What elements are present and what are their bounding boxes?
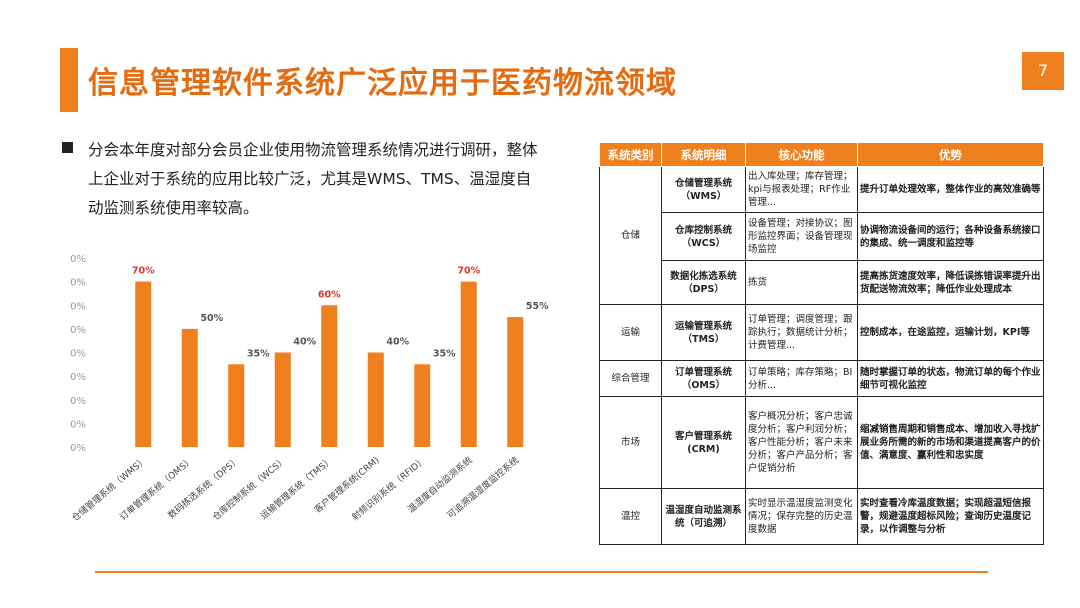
chart-bars (135, 281, 524, 447)
bar (460, 281, 477, 447)
system-cell: 数据化拣选系统（DPS） (661, 260, 746, 305)
x-tick-label: 仓储管理系统（WMS） (70, 454, 149, 524)
page-title: 信息管理软件系统广泛应用于医药物流领域 (88, 66, 677, 101)
y-tick-label: 60% (70, 301, 86, 312)
bar-value-label: 70% (132, 266, 155, 277)
bar-value-label: 35% (433, 348, 456, 359)
advantage-cell: 缩减销售周期和销售成本、增加收入寻找扩展业务所需的新的市场和渠道提高客户的价值、… (857, 396, 1044, 489)
system-cell: 订单管理系统（OMS） (661, 360, 746, 397)
core-cell: 拣货 (745, 260, 858, 305)
table-row: 市场 客户管理系统(CRM) 客户概况分析；客户忠诚度分析；客户利润分析；客户性… (599, 396, 1044, 489)
table-row: 运输 运输管理系统（TMS） 订单管理；调度管理；跟踪执行；数据统计分析；计费管… (599, 304, 1044, 361)
page-number: 7 (1022, 52, 1064, 90)
bar-value-label: 55% (526, 301, 549, 312)
y-tick-label: 0% (70, 443, 86, 454)
table-row: 仓库控制系统（WCS） 设备管理；对接协议；图形监控界面；设备管理现场监控 协调… (600, 212, 1044, 261)
core-cell: 订单策略；库存策略；BI分析... (745, 360, 858, 397)
bar (367, 352, 384, 447)
category-cell: 市场 (599, 396, 662, 489)
core-cell: 客户概况分析；客户忠诚度分析；客户利润分析；客户性能分析；客户未来分析；客户产品… (745, 396, 858, 489)
y-tick-label: 80% (70, 254, 86, 265)
system-cell: 温湿度自动监测系统（可追溯） (661, 488, 746, 545)
category-cell: 运输 (599, 304, 662, 361)
core-cell: 设备管理；对接协议；图形监控界面；设备管理现场监控 (745, 212, 858, 261)
bar-value-label: 70% (457, 266, 480, 277)
bar-value-label: 35% (247, 348, 270, 359)
bar-value-label: 60% (318, 289, 341, 300)
bar (181, 328, 198, 447)
square-bullet-icon (62, 142, 73, 153)
y-axis-ticks: 0% 10% 20% 30% 40% 50% 60% 70% 80% (70, 254, 86, 454)
summary-text: 分会本年度对部分会员企业使用物流管理系统情况进行调研，整体上企业对于系统的应用比… (88, 141, 538, 217)
y-tick-label: 40% (70, 349, 86, 360)
bar-value-label: 40% (386, 337, 409, 348)
bar (321, 305, 338, 447)
header-core: 核心功能 (745, 142, 858, 167)
core-cell: 出入库处理；库存管理；kpi与报表处理；RF作业管理... (745, 166, 858, 213)
table-row: 温控 温湿度自动监测系统（可追溯） 实时显示温湿度监测变化情况；保存完整的历史温… (599, 488, 1044, 545)
bar (414, 364, 431, 447)
bar (274, 352, 291, 447)
table-header-row: 系统类别 系统明细 核心功能 优势 (599, 142, 1044, 167)
x-tick-label: 订单管理系统（OMS） (117, 454, 196, 523)
summary-bullet: 分会本年度对部分会员企业使用物流管理系统情况进行调研，整体上企业对于系统的应用比… (62, 136, 542, 223)
system-cell: 客户管理系统(CRM) (661, 396, 746, 489)
y-tick-label: 10% (70, 419, 86, 430)
x-tick-label: 射频识别系统（RFID） (349, 454, 428, 523)
y-tick-label: 50% (70, 325, 86, 336)
system-table: 系统类别 系统明细 核心功能 优势 仓储 仓储管理系统（WMS） 出入库处理；库… (599, 142, 1044, 545)
bar (228, 364, 245, 447)
table-row: 仓储 仓储管理系统（WMS） 出入库处理；库存管理；kpi与报表处理；RF作业管… (599, 166, 1044, 305)
header-category: 系统类别 (599, 142, 662, 167)
bar-value-label: 50% (200, 313, 223, 324)
bar (135, 281, 152, 447)
header-advantage: 优势 (857, 142, 1044, 167)
header-system: 系统明细 (661, 142, 746, 167)
advantage-cell: 提高拣货速度效率，降低误拣错误率提升出货配送物流效率；降低作业处理成本 (857, 260, 1044, 305)
advantage-cell: 随时掌握订单的状态，物流订单的每个作业细节可视化监控 (857, 360, 1044, 397)
bar (507, 317, 524, 447)
category-cell: 温控 (599, 488, 662, 545)
advantage-cell: 控制成本，在途监控，运输计划，KPI等 (857, 304, 1044, 361)
system-cell: 仓库控制系统（WCS） (661, 212, 746, 261)
system-cell: 运输管理系统（TMS） (661, 304, 746, 361)
advantage-cell: 提升订单处理效率，整体作业的高效准确等 (857, 166, 1044, 213)
y-tick-label: 70% (70, 278, 86, 289)
y-tick-label: 20% (70, 396, 86, 407)
core-cell: 订单管理；调度管理；跟踪执行；数据统计分析；计费管理... (745, 304, 858, 361)
category-cell: 综合管理 (599, 360, 662, 397)
table-row: 综合管理 订单管理系统（OMS） 订单策略；库存策略；BI分析... 随时掌握订… (599, 360, 1044, 397)
x-tick-label: 可追溯温湿度监控系统 (445, 454, 522, 521)
advantage-cell: 协调物流设备间的运行；各种设备系统接口的集成、统一调度和监控等 (857, 212, 1044, 261)
chart-value-labels: 70% 50% 35% 40% 60% 40% 35% 70% 55% (132, 266, 549, 360)
system-cell: 仓储管理系统（WMS） (661, 166, 746, 213)
core-cell: 实时显示温湿度监测变化情况；保存完整的历史温度数据 (745, 488, 858, 545)
x-tick-label: 仓库控制系统（WCS） (210, 454, 289, 523)
x-axis-labels: 仓储管理系统（WMS）订单管理系统（OMS）数码拣选系统（DPS）仓库控制系统（… (70, 454, 521, 524)
table-row: 数据化拣选系统（DPS） 拣货 提高拣货速度效率，降低误拣错误率提升出货配送物流… (600, 260, 1044, 305)
footer-divider (95, 571, 988, 573)
system-usage-bar-chart: 0% 10% 20% 30% 40% 50% 60% 70% 80% 70% 50% 35% 40% 6… (70, 254, 549, 524)
category-cell: 仓储 (599, 166, 662, 305)
title-accent-bar (60, 48, 78, 112)
y-tick-label: 30% (70, 372, 86, 383)
bar-value-label: 40% (293, 337, 316, 348)
advantage-cell: 实时查看冷库温度数据；实现超温短信报警，规避温度超标风险；查询历史温度记录，以作… (857, 488, 1044, 545)
